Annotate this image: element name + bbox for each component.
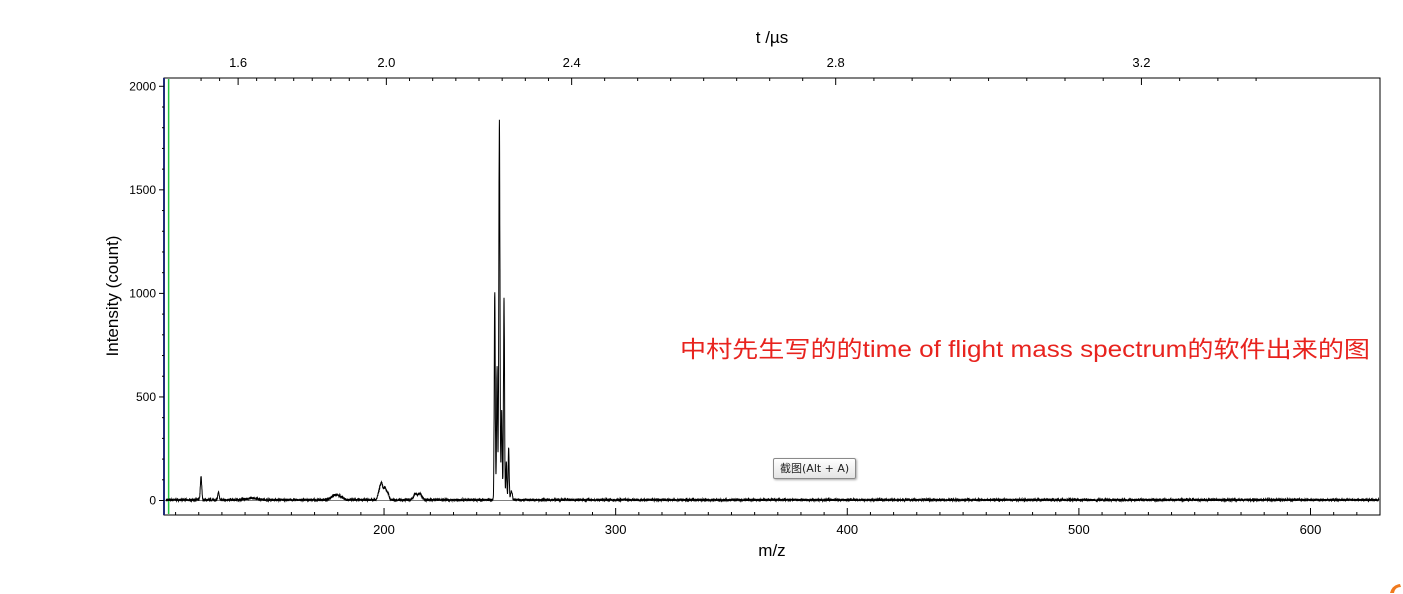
x2-tick-label: 2.0	[377, 55, 395, 70]
corner-logo-fragment	[1390, 584, 1401, 593]
annotation-text: 中村先生写的的time of flight mass spectrum的软件出来…	[680, 336, 1370, 362]
x2-tick-label: 2.8	[827, 55, 845, 70]
x-tick-label: 600	[1300, 522, 1322, 537]
y-tick-label: 2000	[129, 79, 156, 93]
top-axis-title: t /µs	[756, 28, 788, 47]
spectrum-series-line	[165, 119, 1380, 504]
top-axis-ticks: 1.6 2.0 2.4 2.8 3.2	[200, 55, 1257, 85]
y-axis-title: Intensity (count)	[103, 236, 122, 357]
y-tick-label: 0	[149, 494, 156, 508]
x-tick-label: 400	[836, 522, 858, 537]
x-tick-label: 500	[1068, 522, 1090, 537]
x-axis-title: m/z	[758, 541, 785, 560]
y-tick-label: 500	[136, 390, 156, 404]
bottom-axis-ticks: 200 300 400 500 600	[175, 508, 1358, 537]
x2-tick-label: 1.6	[229, 55, 247, 70]
x2-tick-label: 2.4	[563, 55, 581, 70]
y-tick-label: 1500	[129, 183, 156, 197]
x-tick-label: 200	[373, 522, 395, 537]
y-tick-label: 1000	[129, 286, 156, 300]
x2-tick-label: 3.2	[1132, 55, 1150, 70]
x-tick-label: 300	[605, 522, 627, 537]
plot-frame	[163, 77, 1381, 516]
left-axis-ticks: 0 500 1000 1500 2000	[129, 79, 164, 508]
screenshot-tooltip: 截图(Alt + A)	[773, 458, 857, 479]
